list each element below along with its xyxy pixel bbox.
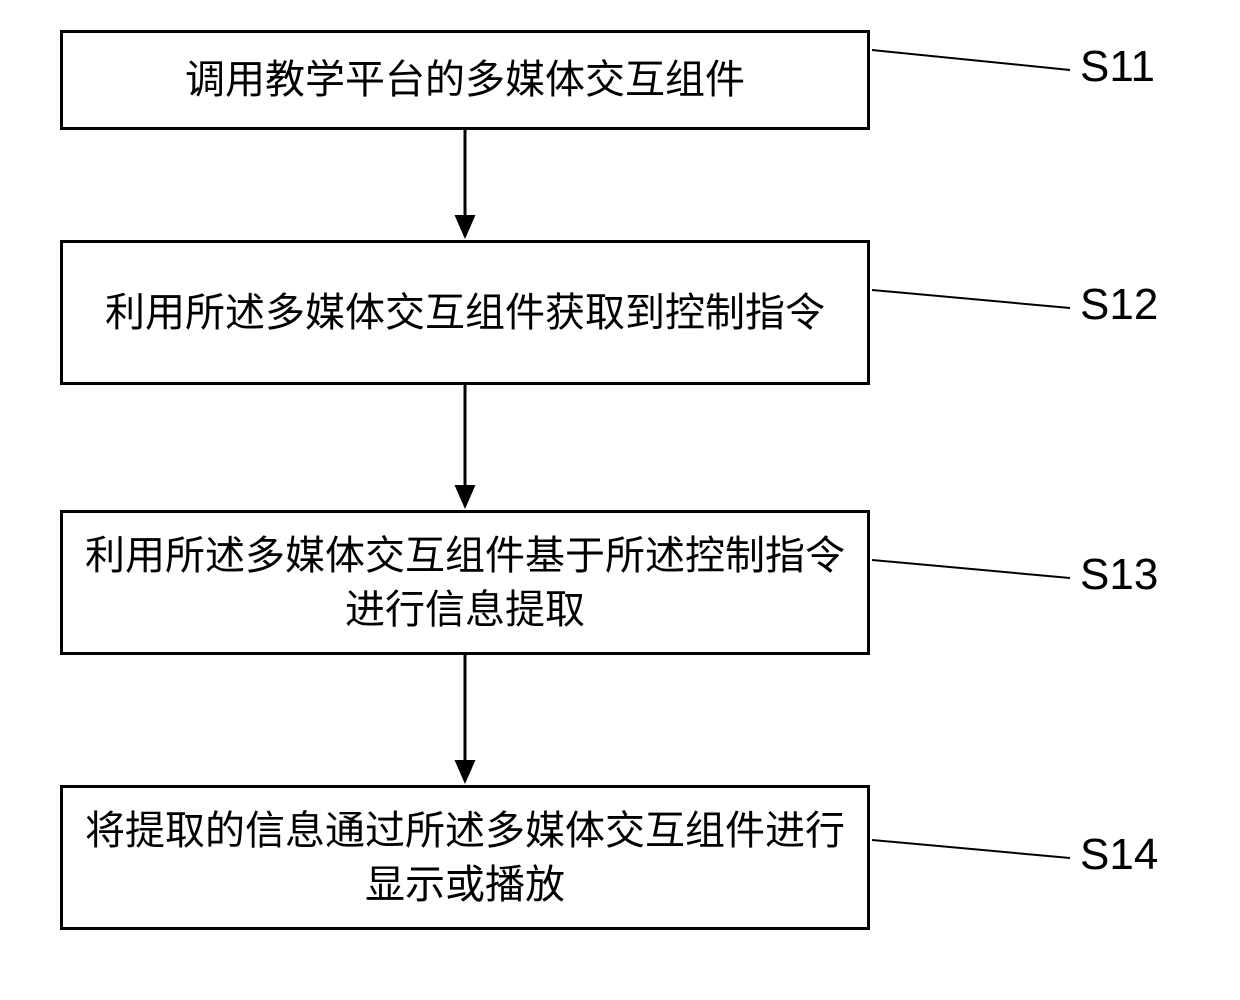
step-box-s13: 利用所述多媒体交互组件基于所述控制指令进行信息提取	[60, 510, 870, 655]
step-label-s12: S12	[1080, 280, 1158, 330]
step-text-s11: 调用教学平台的多媒体交互组件	[167, 47, 763, 113]
step-box-s12: 利用所述多媒体交互组件获取到控制指令	[60, 240, 870, 385]
step-box-s14: 将提取的信息通过所述多媒体交互组件进行显示或播放	[60, 785, 870, 930]
step-box-s11: 调用教学平台的多媒体交互组件	[60, 30, 870, 130]
step-label-s11: S11	[1080, 42, 1155, 92]
step-text-s14: 将提取的信息通过所述多媒体交互组件进行显示或播放	[63, 798, 867, 918]
step-text-s12: 利用所述多媒体交互组件获取到控制指令	[87, 280, 843, 346]
step-text-s13: 利用所述多媒体交互组件基于所述控制指令进行信息提取	[63, 523, 867, 643]
step-label-s14: S14	[1080, 830, 1158, 880]
step-label-s13: S13	[1080, 550, 1158, 600]
